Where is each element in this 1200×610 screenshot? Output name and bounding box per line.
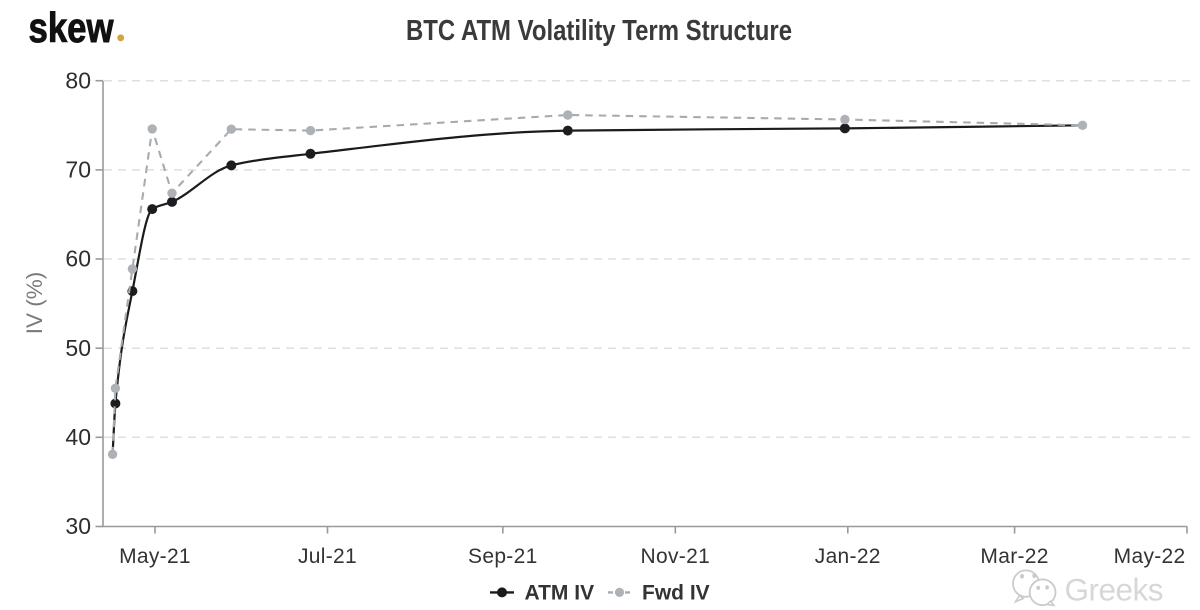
svg-text:Jul-21: Jul-21 (298, 545, 357, 568)
svg-text:Nov-21: Nov-21 (641, 545, 711, 568)
svg-text:70: 70 (65, 157, 91, 183)
svg-text:Sep-21: Sep-21 (468, 545, 538, 568)
svg-text:ATM IV: ATM IV (525, 582, 595, 605)
svg-text:60: 60 (65, 246, 91, 272)
svg-text:40: 40 (65, 424, 91, 450)
svg-text:May-21: May-21 (119, 545, 191, 568)
svg-text:30: 30 (65, 513, 91, 539)
svg-text:IV (%): IV (%) (22, 272, 47, 335)
svg-text:80: 80 (65, 67, 91, 93)
svg-text:May-22: May-22 (1114, 545, 1186, 568)
svg-text:skew: skew (29, 4, 114, 51)
svg-text:Fwd IV: Fwd IV (642, 582, 710, 605)
svg-text:Greeks: Greeks (1065, 572, 1164, 608)
svg-text:BTC ATM Volatility Term Struct: BTC ATM Volatility Term Structure (406, 15, 792, 47)
svg-text:Jan-22: Jan-22 (815, 545, 881, 568)
svg-text:Mar-22: Mar-22 (980, 545, 1048, 568)
svg-text:50: 50 (65, 335, 91, 361)
